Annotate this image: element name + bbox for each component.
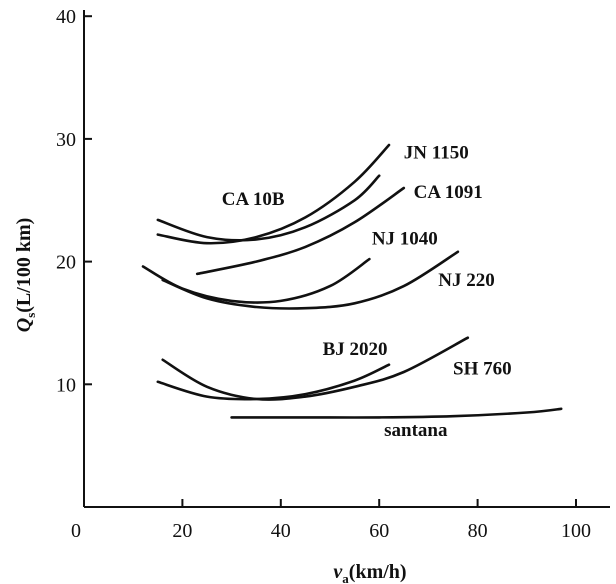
x-axis-title: va(km/h)	[333, 561, 406, 584]
series-label-jn-1150: JN 1150	[404, 143, 469, 164]
series-line-sh-760	[161, 336, 470, 401]
series-line-ca-1091	[195, 186, 406, 276]
y-tick-label: 40	[56, 6, 76, 28]
x-tick-label: 80	[468, 520, 488, 542]
ticks: 0 20 40 60 80 100 10 20 30 40	[56, 6, 591, 542]
x-axis-unit: (km/h)	[349, 561, 407, 583]
x-axis-subscript: a	[342, 571, 349, 584]
series-label-sh-760: SH 760	[453, 358, 512, 379]
x-axis-symbol: v	[333, 561, 343, 583]
series-line-ca-10b	[156, 174, 381, 242]
y-tick-label: 20	[56, 252, 76, 274]
y-axis-title: Qs(L/100 km)	[13, 218, 38, 333]
series-lines	[141, 143, 563, 419]
x-tick-label: 100	[561, 520, 591, 542]
y-axis-symbol: Q	[13, 318, 35, 332]
series-label-nj-220: NJ 220	[438, 270, 494, 291]
y-axis-unit: (L/100 km)	[13, 218, 35, 313]
series-label-nj-1040: NJ 1040	[372, 228, 438, 249]
series-line-nj-220	[161, 250, 460, 310]
series-line-jn-1150	[156, 143, 391, 245]
y-tick-label: 30	[56, 129, 76, 151]
axes	[83, 10, 610, 508]
y-axis-subscript: s	[23, 313, 38, 318]
x-tick-label: 0	[71, 520, 81, 542]
series-label-ca-10b: CA 10B	[222, 189, 285, 210]
x-tick-label: 40	[271, 520, 291, 542]
x-tick-label: 20	[172, 520, 192, 542]
series-label-bj-2020: BJ 2020	[323, 339, 388, 360]
series-line-nj-1040	[141, 257, 371, 304]
series-line-bj-2020	[156, 363, 391, 401]
x-tick-label: 60	[369, 520, 389, 542]
series-label-santana: santana	[384, 420, 448, 441]
series-line-santana	[230, 407, 563, 419]
y-tick-label: 10	[56, 374, 76, 396]
series-label-ca-1091: CA 1091	[414, 182, 483, 203]
